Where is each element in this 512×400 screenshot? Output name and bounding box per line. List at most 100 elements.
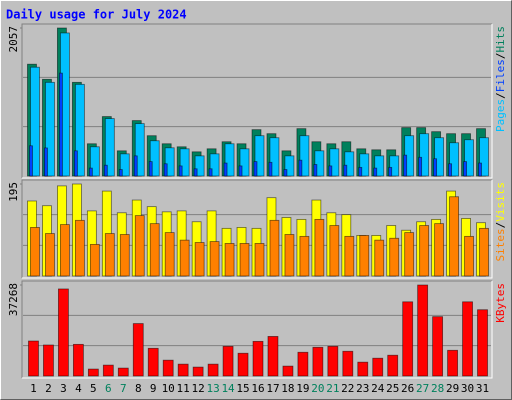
bar	[463, 161, 467, 177]
bar	[297, 351, 309, 377]
bar	[252, 340, 264, 377]
y-tick-label: 37268	[7, 283, 20, 316]
bar	[238, 165, 243, 177]
bar	[344, 151, 355, 177]
x-tick-label: 21	[326, 382, 339, 395]
bar	[432, 316, 444, 377]
x-tick-label: 19	[296, 382, 309, 395]
x-tick-label: 22	[341, 382, 354, 395]
bar	[118, 169, 123, 177]
bar	[418, 156, 423, 177]
bar	[464, 139, 474, 177]
bar	[102, 364, 114, 377]
bar	[434, 223, 445, 277]
x-tick-label: 27	[416, 382, 429, 395]
bar	[134, 215, 145, 277]
panel-bevel	[21, 179, 492, 278]
bar	[479, 137, 489, 177]
bar	[254, 243, 265, 277]
bar	[72, 343, 84, 377]
bar	[419, 225, 430, 277]
bar	[403, 154, 408, 177]
bar	[328, 165, 333, 177]
panel-bevel	[22, 180, 493, 279]
bar	[147, 347, 159, 377]
bar	[373, 167, 378, 177]
bar	[29, 145, 33, 177]
bar	[313, 164, 318, 177]
x-tick-label: 10	[162, 382, 175, 395]
legend-entry: KBytes	[494, 283, 507, 323]
bar	[134, 123, 145, 177]
bar	[299, 135, 310, 177]
bar	[224, 143, 235, 177]
bar	[402, 301, 414, 377]
bar	[30, 227, 40, 277]
bar	[163, 163, 168, 177]
bar	[282, 365, 294, 377]
bar	[164, 147, 175, 177]
bar	[268, 161, 273, 177]
bar	[178, 165, 183, 177]
x-tick-label: 3	[60, 382, 67, 395]
x-tick-label: 31	[476, 382, 489, 395]
bar	[224, 243, 235, 277]
x-tick-label: 29	[446, 382, 459, 395]
bar	[448, 163, 452, 177]
x-tick-label: 4	[75, 382, 82, 395]
bar	[387, 354, 399, 377]
bar	[45, 81, 55, 177]
bar	[193, 168, 198, 177]
bar	[88, 167, 93, 177]
bar	[208, 168, 213, 177]
y-tick-label: 195	[7, 182, 20, 202]
bar	[357, 361, 369, 377]
bar	[162, 359, 174, 377]
bar	[192, 366, 204, 377]
bar	[237, 352, 249, 377]
bar	[104, 118, 115, 177]
legend-entry: Sites	[494, 228, 507, 261]
bar	[44, 147, 48, 177]
legend-separator: /	[494, 92, 507, 99]
bar	[149, 223, 160, 277]
bar	[314, 218, 325, 277]
x-tick-label: 17	[266, 382, 279, 395]
x-tick-label: 11	[177, 382, 190, 395]
x-tick-label: 7	[120, 382, 127, 395]
bar	[312, 346, 324, 377]
x-tick-label: 14	[221, 382, 235, 395]
bar	[417, 284, 429, 377]
bar	[60, 224, 70, 277]
bar	[253, 161, 258, 177]
bar	[388, 166, 393, 177]
bar	[239, 243, 250, 277]
bar	[374, 239, 385, 277]
bar	[464, 235, 474, 277]
bar	[269, 219, 280, 277]
bar	[239, 148, 250, 177]
bar	[148, 161, 153, 177]
x-tick-label: 20	[311, 382, 324, 395]
bar	[28, 340, 39, 377]
bar	[477, 309, 488, 377]
bar	[479, 227, 489, 277]
bar	[449, 196, 459, 277]
bar	[222, 345, 234, 377]
bar	[329, 148, 340, 177]
bar	[389, 155, 400, 177]
x-tick-label: 15	[236, 382, 249, 395]
bar	[74, 83, 85, 177]
bar	[284, 155, 295, 177]
x-tick-label: 28	[431, 382, 444, 395]
legend-separator: /	[494, 53, 507, 60]
bar	[419, 133, 430, 177]
x-tick-label: 13	[206, 382, 219, 395]
bar	[478, 162, 482, 177]
x-tick-label: 5	[90, 382, 97, 395]
bar	[207, 363, 219, 377]
bar	[449, 142, 459, 177]
bar	[194, 155, 205, 177]
bar	[342, 350, 354, 377]
panel-bevel	[21, 280, 492, 378]
